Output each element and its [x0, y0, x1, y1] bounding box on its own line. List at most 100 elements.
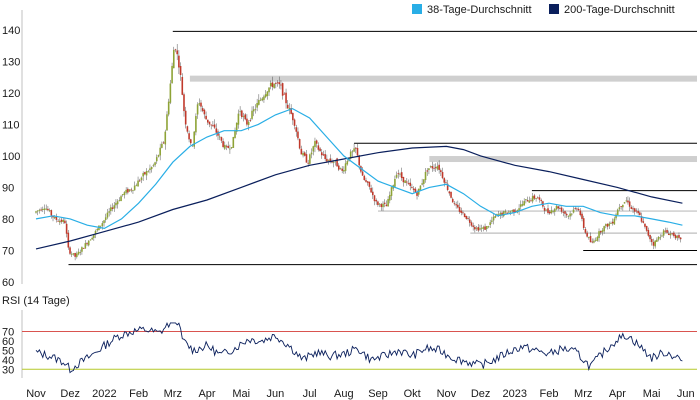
candle-body	[567, 215, 570, 217]
candle-body	[618, 207, 621, 210]
candle-body	[249, 119, 252, 121]
x-tick-label: Apr	[198, 388, 215, 400]
candle-body	[504, 211, 507, 213]
candle-body	[269, 82, 272, 87]
candle-body	[601, 230, 604, 233]
candlesticks	[35, 44, 682, 261]
candle-body	[178, 55, 180, 68]
candle-body	[74, 253, 76, 257]
candle-body	[84, 243, 87, 249]
candle-body	[152, 165, 155, 167]
rsi-tick-label: 50	[2, 345, 14, 357]
candle-body	[241, 110, 243, 118]
candle-body	[336, 158, 338, 167]
candle-body	[101, 223, 104, 226]
candle-body	[256, 102, 258, 108]
rsi-line	[35, 322, 683, 374]
x-tick-label: Apr	[609, 388, 626, 400]
candle-body	[574, 208, 577, 210]
candle-body	[79, 252, 82, 253]
candle-body	[429, 166, 432, 167]
candle-body	[162, 142, 165, 144]
candle-body	[477, 227, 480, 231]
moving-average-lines	[35, 107, 683, 250]
price-tick-label: 60	[2, 277, 14, 289]
candle-body	[548, 211, 551, 214]
candle-body	[377, 201, 379, 205]
candle-body	[120, 196, 122, 202]
candle-body	[463, 213, 466, 218]
candle-body	[397, 173, 400, 175]
candle-body	[640, 216, 643, 222]
candle-body	[608, 223, 611, 226]
candle-body	[400, 172, 403, 179]
candle-body	[72, 253, 75, 255]
support-band	[429, 156, 697, 163]
candle-body	[582, 218, 585, 229]
candle-body	[531, 196, 534, 202]
candle-body	[358, 155, 360, 166]
candle-body	[280, 84, 282, 86]
candle-body	[501, 212, 503, 216]
candle-body	[332, 162, 335, 164]
candle-body	[371, 191, 374, 196]
candle-body	[246, 118, 248, 125]
candle-body	[149, 168, 151, 171]
candle-body	[295, 127, 298, 132]
candle-body	[251, 110, 253, 119]
candle-body	[625, 200, 628, 202]
price-tick-label: 140	[2, 25, 20, 37]
candle-body	[378, 203, 381, 205]
candle-body	[404, 180, 406, 184]
candle-body	[491, 220, 493, 222]
candle-body	[276, 82, 279, 84]
candle-body	[523, 201, 525, 206]
candle-body	[324, 154, 326, 160]
candle-body	[474, 226, 476, 230]
candle-body	[599, 231, 602, 233]
candle-body	[35, 211, 37, 213]
candle-body	[108, 211, 110, 213]
candle-body	[475, 227, 478, 229]
candle-body	[354, 147, 357, 149]
x-tick-label: Sep	[368, 388, 388, 400]
candle-body	[506, 212, 508, 214]
candle-body	[421, 183, 423, 185]
candle-body	[302, 152, 304, 156]
candle-body	[329, 158, 332, 162]
candle-body	[87, 240, 90, 246]
candle-body	[174, 49, 177, 51]
rsi-tick-label: 60	[2, 336, 14, 348]
candle-body	[116, 201, 119, 205]
candle-body	[82, 248, 85, 249]
candle-body	[487, 226, 490, 228]
candle-body	[431, 166, 434, 169]
candle-body	[220, 137, 223, 141]
candle-body	[142, 173, 144, 177]
candle-body	[179, 65, 182, 76]
legend-item: 38-Tage-Durchschnitt	[412, 4, 532, 16]
candle-body	[419, 185, 422, 190]
candle-body	[132, 190, 134, 191]
candle-body	[647, 230, 650, 236]
candle-body	[300, 148, 303, 155]
candle-body	[511, 210, 514, 212]
candle-body	[645, 225, 648, 231]
x-tick-label: Jun	[267, 388, 285, 400]
candle-body	[125, 189, 127, 193]
candle-body	[538, 197, 541, 200]
candle-body	[322, 154, 325, 156]
candle-body	[166, 114, 168, 131]
candle-body	[252, 109, 255, 112]
candle-body	[480, 227, 483, 229]
candle-body	[581, 213, 583, 219]
candle-body	[623, 202, 626, 204]
candle-body	[327, 159, 330, 161]
candle-body	[676, 236, 679, 238]
candle-body	[104, 217, 107, 220]
candle-body	[632, 208, 634, 210]
x-tick-label: Nov	[26, 388, 46, 400]
candle-body	[389, 194, 391, 201]
candle-body	[193, 131, 195, 147]
